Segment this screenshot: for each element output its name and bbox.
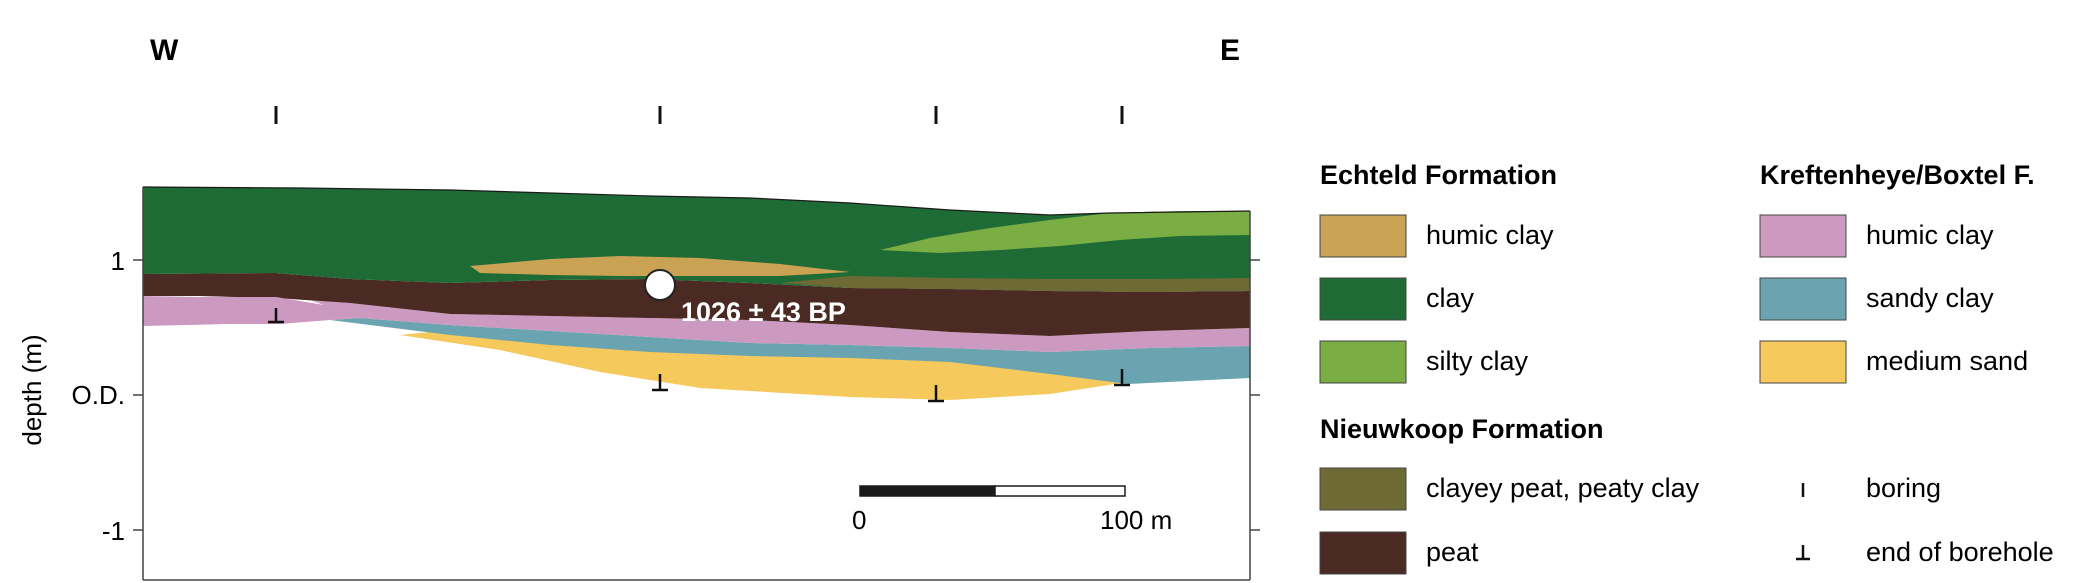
radiocarbon-date-label: 1026 ± 43 BP xyxy=(681,297,846,327)
legend-kreftenheye: Kreftenheye/Boxtel F. humic clay sandy c… xyxy=(1759,160,2035,384)
legend-symbols: boring end of borehole xyxy=(1796,473,2054,567)
y-tick-label: 1 xyxy=(111,246,125,276)
legend-item-label: medium sand xyxy=(1866,346,2028,376)
legend-swatch xyxy=(1759,340,1847,384)
legend-item-label: humic clay xyxy=(1426,220,1554,250)
legend-swatch xyxy=(1759,214,1847,258)
scale-bar-start-label: 0 xyxy=(852,505,866,535)
layer-kreftenheye-humic-clay xyxy=(143,296,1250,352)
legend-kreftenheye-title: Kreftenheye/Boxtel F. xyxy=(1760,160,2035,190)
y-axis-label: depth (m) xyxy=(17,334,47,445)
west-label: W xyxy=(150,34,179,67)
layer-silty-clay xyxy=(880,211,1250,253)
end-of-borehole-marker xyxy=(652,374,668,392)
legend-item-label: sandy clay xyxy=(1866,283,1994,313)
legend-echteld-title: Echteld Formation xyxy=(1320,160,1557,190)
radiocarbon-sample-dot xyxy=(644,269,676,301)
boring-markers xyxy=(274,106,1124,124)
layer-outline xyxy=(142,186,1251,216)
legend-swatch xyxy=(1319,277,1407,321)
y-tick-label: -1 xyxy=(102,516,125,546)
legend-swatch xyxy=(1319,531,1407,575)
scale-bar xyxy=(859,485,1126,497)
legend-nieuwkoop-title: Nieuwkoop Formation xyxy=(1320,414,1604,444)
legend-swatch xyxy=(1319,340,1407,384)
legend-item-label: silty clay xyxy=(1426,346,1529,376)
y-tick-label: O.D. xyxy=(72,380,125,410)
layer-echteld-humic-clay xyxy=(470,256,850,276)
cross-section xyxy=(142,186,1251,400)
east-label: E xyxy=(1220,34,1240,67)
legend-item-label: peat xyxy=(1426,537,1479,567)
scale-bar-end-label: 100 m xyxy=(1100,505,1172,535)
end-of-borehole-marker xyxy=(1114,369,1130,387)
axis-frame xyxy=(133,187,1260,581)
legend-item-label: humic clay xyxy=(1866,220,1994,250)
legend-swatch xyxy=(1319,467,1407,511)
legend-symbol-label: end of borehole xyxy=(1866,537,2054,567)
end-of-borehole-marker xyxy=(268,308,284,324)
legend-nieuwkoop: Nieuwkoop Formation clayey peat, peaty c… xyxy=(1319,414,1700,575)
legend-swatch xyxy=(1759,277,1847,321)
layer-peat xyxy=(143,273,1250,336)
legend-item-label: clay xyxy=(1426,283,1475,313)
layer-kreftenheye-humic-clay-west xyxy=(143,297,360,326)
legend-symbol-label: boring xyxy=(1866,473,1941,503)
end-of-borehole-markers xyxy=(268,308,1130,403)
layer-clayey-peat xyxy=(780,276,1250,292)
layer-clay xyxy=(143,187,1250,292)
legend-echteld: Echteld Formation humic clay clay silty … xyxy=(1319,160,1557,384)
layer-sandy-clay xyxy=(330,318,1250,384)
legend-item-label: clayey peat, peaty clay xyxy=(1426,473,1700,503)
layer-medium-sand xyxy=(400,330,1128,400)
end-of-borehole-marker xyxy=(928,385,944,403)
legend-swatch xyxy=(1319,214,1407,258)
end-of-borehole-icon xyxy=(1796,545,1810,561)
